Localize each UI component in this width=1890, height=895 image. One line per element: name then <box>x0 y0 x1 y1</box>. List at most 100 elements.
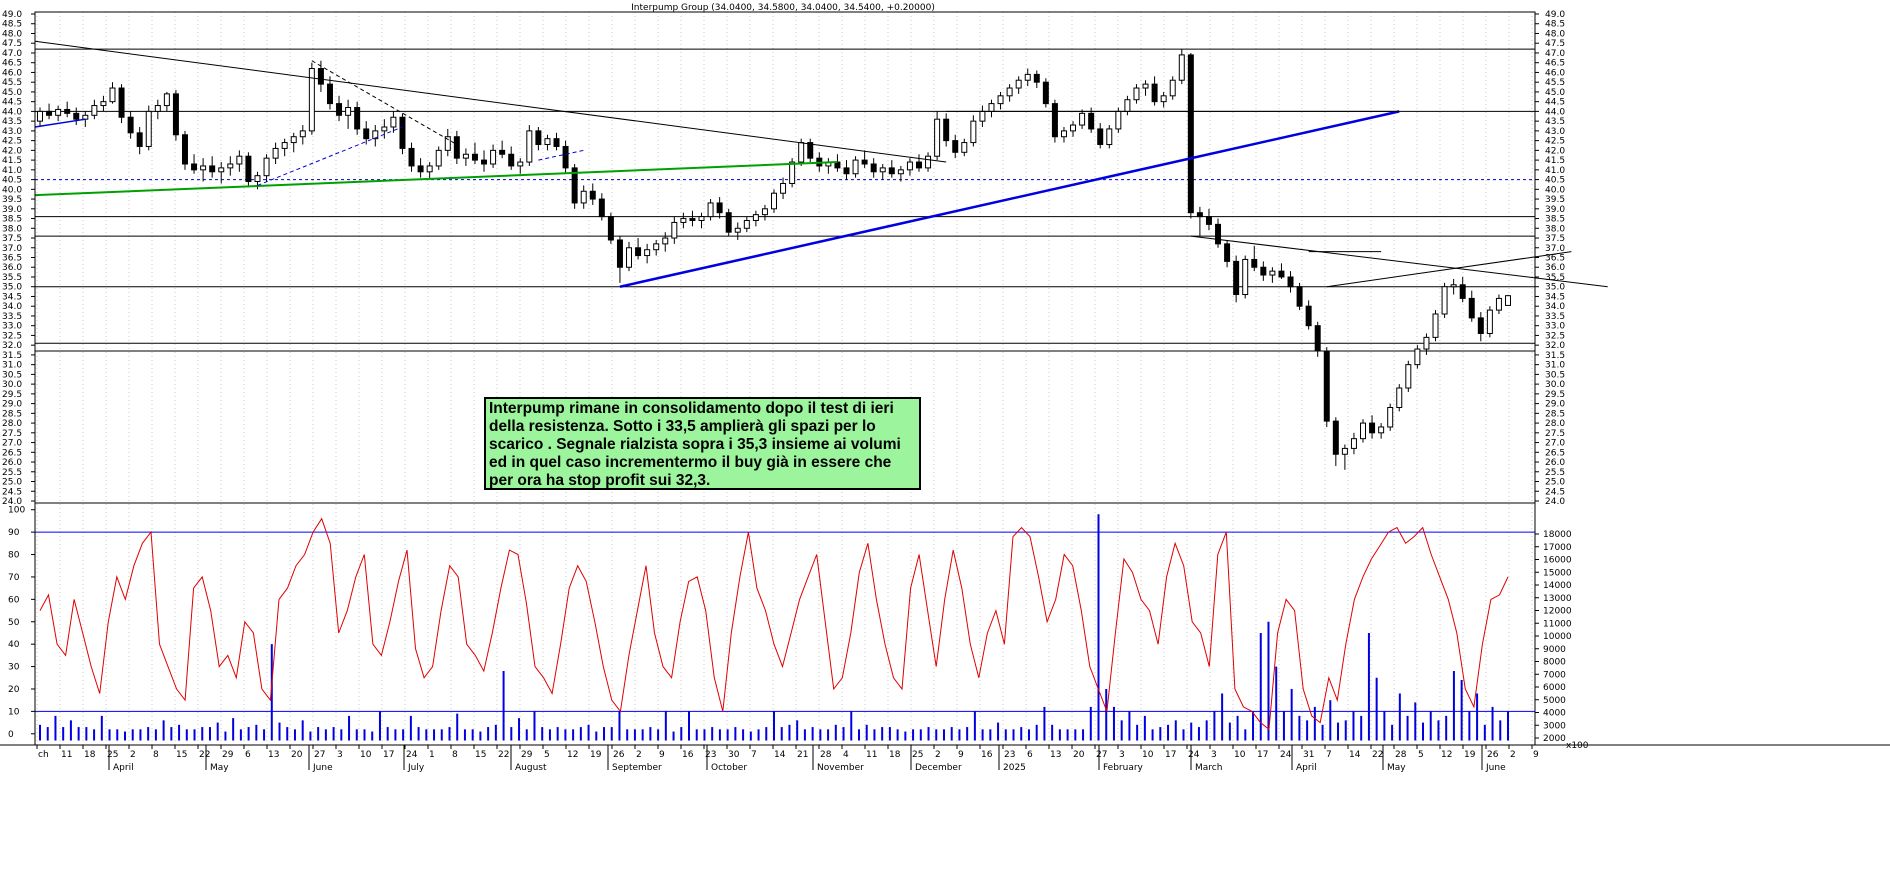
price-tick-label-left: 34.0 <box>2 302 22 312</box>
analysis-note-line: della resistenza. Sotto i 33,5 amplierà … <box>489 418 876 435</box>
price-tick-label-right: 25.5 <box>1545 468 1565 478</box>
candle-body <box>580 190 587 204</box>
price-tick-label-right: 37.0 <box>1545 244 1565 254</box>
candle-body <box>381 126 388 132</box>
x-tick-label: 2 <box>130 750 136 760</box>
x-tick-label: 2 <box>636 750 642 760</box>
price-tick-label-right: 35.5 <box>1545 273 1565 283</box>
x-tick-label: 19 <box>590 750 602 760</box>
candle-body <box>73 112 80 120</box>
candle-body <box>326 83 333 105</box>
price-tick-label-right: 31.0 <box>1545 361 1565 371</box>
candle-body <box>1495 297 1502 311</box>
candle-body <box>46 110 53 116</box>
x-month-label: May <box>1387 763 1406 773</box>
candle-body <box>499 149 506 155</box>
x-month-label: September <box>612 763 662 773</box>
candle-body <box>997 95 1004 105</box>
analysis-note: Interpump rimane in consolidamento dopo … <box>484 397 921 490</box>
candle-body <box>1151 83 1158 103</box>
trendline-resistance <box>34 40 947 163</box>
volume-tick-label: 6000 <box>1543 683 1566 693</box>
candle-body <box>1505 295 1511 306</box>
candle-body <box>698 216 705 221</box>
x-tick-label: 12 <box>567 750 578 760</box>
x-tick-label: 7 <box>751 750 757 760</box>
price-tick-label-right: 24.0 <box>1545 497 1565 507</box>
oscillator-tick-label: 60 <box>8 595 20 605</box>
candle-body <box>1060 130 1067 138</box>
candle-body <box>1124 99 1131 112</box>
price-tick-label-right: 36.0 <box>1545 263 1565 273</box>
candle-body <box>743 219 750 229</box>
x-month-label: March <box>1195 763 1222 773</box>
price-tick-label-right: 38.0 <box>1545 224 1565 234</box>
price-tick-label-right: 28.0 <box>1545 419 1565 429</box>
price-tick-label-right: 48.0 <box>1545 29 1565 39</box>
analysis-note-line: per ora ha stop profit sui 32,3. <box>489 472 711 489</box>
price-tick-label-left: 48.5 <box>2 20 22 30</box>
candle-body <box>716 202 723 214</box>
candle-body <box>1405 364 1412 389</box>
price-tick-label-right: 42.5 <box>1545 137 1565 147</box>
x-month-label: October <box>711 763 747 773</box>
x-tick-label: 16 <box>981 750 993 760</box>
volume-tick-label: 9000 <box>1543 645 1566 655</box>
x-tick-label: 2 <box>935 750 941 760</box>
x-month-label: April <box>1296 763 1317 773</box>
candle-body <box>1242 258 1249 296</box>
x-tick-label: 14 <box>1349 750 1361 760</box>
oscillator-tick-label: 100 <box>8 506 25 516</box>
candle-body <box>263 157 270 177</box>
x-tick-label: 2 <box>1510 750 1516 760</box>
candle-body <box>1024 73 1031 81</box>
candle-body <box>399 116 406 149</box>
x-tick-label: 10 <box>360 750 372 760</box>
candle-body <box>272 147 279 159</box>
candle-body <box>1468 297 1475 319</box>
candle-body <box>37 110 43 122</box>
candle-body <box>1332 420 1339 455</box>
candle-body <box>1251 258 1258 268</box>
price-tick-label-right: 30.0 <box>1545 380 1565 390</box>
x-tick-label: 17 <box>1257 750 1268 760</box>
candle-body <box>1350 438 1357 449</box>
price-tick-label-left: 24.0 <box>2 497 22 507</box>
x-tick-label: 27 <box>314 750 325 760</box>
candle-body <box>127 116 134 134</box>
candle-body <box>1287 276 1294 288</box>
candle-body <box>471 153 478 161</box>
candle-body <box>444 136 451 151</box>
trendline-dashed-blue <box>257 126 403 186</box>
candle-body <box>100 101 107 107</box>
price-tick-label-right: 48.5 <box>1545 20 1565 30</box>
candle-body <box>64 108 71 114</box>
candle-body <box>807 142 814 159</box>
volume-tick-label: 11000 <box>1543 619 1572 629</box>
candle-body <box>227 163 234 169</box>
x-tick-label: 26 <box>1487 750 1499 760</box>
candle-body <box>870 163 877 173</box>
x-tick-label: 10 <box>1234 750 1246 760</box>
candle-body <box>1486 309 1493 334</box>
candle-body <box>236 155 243 165</box>
candle-body <box>1051 103 1058 138</box>
price-tick-label-left: 24.5 <box>2 487 22 497</box>
price-tick-label-right: 43.5 <box>1545 117 1565 127</box>
candle-body <box>861 159 868 165</box>
candle-body <box>1106 128 1113 146</box>
candle-body <box>154 105 161 112</box>
candle-body <box>598 198 605 218</box>
price-tick-label-left: 29.5 <box>2 390 22 400</box>
candle-body <box>308 68 315 132</box>
candle-body <box>408 147 415 167</box>
price-tick-label-left: 47.0 <box>2 49 22 59</box>
candle-body <box>517 161 524 167</box>
analysis-note-line: Interpump rimane in consolidamento dopo … <box>489 400 894 417</box>
candle-body <box>970 120 977 144</box>
candle-body <box>1006 87 1013 97</box>
price-tick-label-left: 46.5 <box>2 59 22 69</box>
candle-body <box>1341 447 1348 455</box>
volume-tick-label: 3000 <box>1543 721 1566 731</box>
candle-body <box>1441 286 1448 315</box>
